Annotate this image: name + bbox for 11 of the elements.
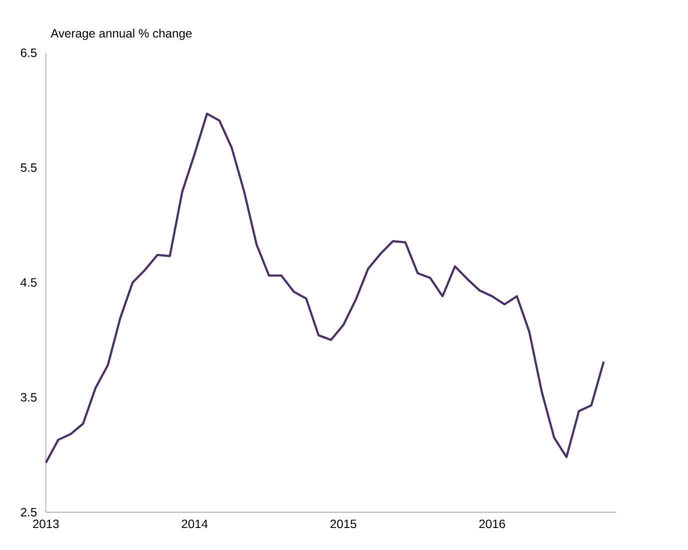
line-series <box>44 112 605 464</box>
y-tick-label: 5.5 <box>20 163 37 172</box>
x-tick-label: 2013 <box>33 519 59 528</box>
y-tick-label: 6.5 <box>20 48 37 57</box>
x-tick-label: 2014 <box>182 519 208 528</box>
y-tick-label: 3.5 <box>20 392 37 402</box>
y-axis-title: Average annual % change <box>50 28 192 40</box>
y-tick-label: 2.5 <box>20 508 37 516</box>
x-tick-label: 2015 <box>330 519 356 528</box>
x-tick-label: 2016 <box>479 519 506 528</box>
y-tick-label: 4.5 <box>20 278 37 287</box>
